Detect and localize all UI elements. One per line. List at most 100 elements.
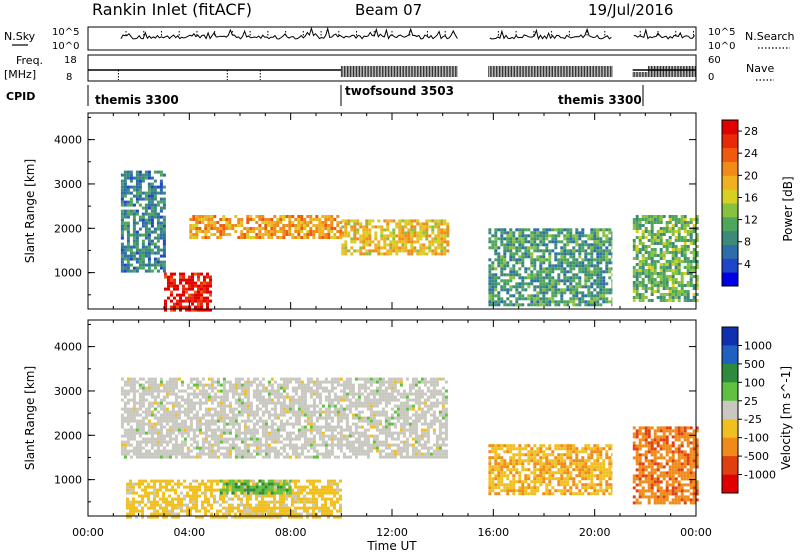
colorbar-swatch [722,382,738,402]
power-colorbar: 4 8 12 16 20 24 28 [721,119,758,287]
colorbar-tick: 25 [744,395,758,408]
colorbar-swatch [722,258,738,273]
velocity-colorbar-label: Velocity [m s^-1] [779,366,793,470]
power-ylabel: Slant Range [km] [23,159,37,263]
echo-region-3 [488,444,615,496]
nsearch-label: N.Search [745,30,795,43]
power-panel: 1000 2000 3000 4000 Slant Range [km] 4 8 12 16… [23,112,795,312]
echo-region-2 [189,215,343,239]
nave-tick-high: 60 [708,55,721,66]
colorbar-tick: 16 [744,191,758,204]
cpid-row: CPID themis 3300 twofsound 3503 themis 3… [6,84,644,107]
velocity-panel: 1000 2000 3000 4000 Slant Range [km] 1000 50… [23,319,793,519]
time-tick-label: 12:00 [376,526,408,539]
colorbar-swatch [722,456,738,475]
colorbar-swatch [722,474,738,494]
cpid-label: CPID [6,90,35,103]
colorbar-swatch [722,363,738,383]
echo-region-0 [120,170,166,273]
colorbar-swatch [722,244,738,259]
velocity-axes: 1000 2000 3000 4000 [54,320,697,516]
time-tick-label: 20:00 [579,526,611,539]
echo-region-1 [126,479,342,519]
colorbar-swatch [722,216,738,232]
time-tick-label: 00:00 [680,526,712,539]
nsearch-tick-high: 10^5 [708,27,735,38]
ytick-label: 1000 [54,474,82,487]
colorbar-tick: 100 [744,376,765,389]
time-tick-label: 04:00 [173,526,205,539]
colorbar-swatch [722,161,738,176]
colorbar-tick: 12 [744,214,758,227]
ytick-label: 3000 [54,385,82,398]
power-echo-field [120,113,699,312]
colorbar-swatch [722,133,738,149]
nsky-strip: N.Sky 10^5 10^0 10^5 10^0 N.Search [4,26,795,52]
data-gap-1 [612,320,633,516]
colorbar-swatch [722,327,738,346]
date-label: 19/Jul/2016 [588,1,673,19]
colorbar-swatch [722,147,738,162]
nsearch-tick-low: 10^0 [708,41,735,52]
power-colorbar-label: Power [dB] [781,176,795,241]
ytick-label: 4000 [54,341,82,354]
ytick-label: 1000 [54,267,82,280]
ytick-label: 4000 [54,134,82,147]
freq-tick-high: 18 [64,55,77,66]
colorbar-tick: 4 [744,258,751,271]
colorbar-swatch [722,345,738,365]
data-gap-0 [457,320,489,516]
velocity-colorbar: 1000 500 100 25 -25 -100 -500 -1000 [721,326,776,494]
colorbar-tick: -1000 [744,469,776,482]
colorbar-swatch [722,437,738,457]
time-xlabel: Time UT [366,539,417,553]
colorbar-tick: 500 [744,358,765,371]
echo-region-5 [632,215,699,302]
colorbar-swatch [722,120,738,135]
colorbar-tick: 1000 [744,339,772,352]
colorbar-tick: -500 [744,450,769,463]
freq-label: Freq. [16,54,43,67]
data-gap-0 [457,113,489,309]
nsky-label: N.Sky [4,30,36,43]
echo-region-4 [488,228,615,307]
colorbar-swatch [722,419,738,439]
nave-label: Nave [746,62,774,75]
colorbar-swatch [722,175,738,190]
freq-tick-low: 8 [66,72,72,83]
colorbar-tick: 8 [744,236,751,249]
colorbar-swatch [722,203,738,218]
colorbar-tick: 28 [744,125,758,138]
time-tick-label: 00:00 [72,526,104,539]
nsky-trace [120,26,695,41]
echo-region-1 [164,272,212,312]
freq-trace [88,66,696,80]
echo-region-4 [632,426,699,505]
cpid-mode-3: themis 3300 [558,93,642,107]
time-axis: 00:00 04:00 08:00 12:00 16:00 20:00 00:00 [72,526,712,539]
ytick-label: 3000 [54,178,82,191]
plot-title: Rankin Inlet (fitACF) [92,0,252,19]
echo-region-0 [120,377,448,459]
colorbar-swatch [722,189,738,204]
time-tick-label: 08:00 [275,526,307,539]
echo-region-3 [341,219,450,256]
time-tick-label: 16:00 [477,526,509,539]
colorbar-swatch [722,230,738,245]
data-gap-1 [612,113,633,309]
freq-strip: Freq. [MHz] 18 8 60 0 Nave [4,54,774,83]
velocity-echo-field [120,320,699,519]
ytick-label: 2000 [54,222,82,235]
nsky-tick-high: 10^5 [52,27,79,38]
echo-region-2 [219,479,292,495]
nsky-tick-low: 10^0 [52,41,79,52]
colorbar-swatch [722,272,738,287]
cpid-mode-1: themis 3300 [95,93,179,107]
colorbar-tick: -25 [744,413,762,426]
nave-tick-low: 0 [708,72,714,83]
ytick-label: 2000 [54,429,82,442]
colorbar-swatch [722,400,738,420]
velocity-ylabel: Slant Range [km] [23,366,37,470]
cpid-mode-2: twofsound 3503 [345,84,454,98]
